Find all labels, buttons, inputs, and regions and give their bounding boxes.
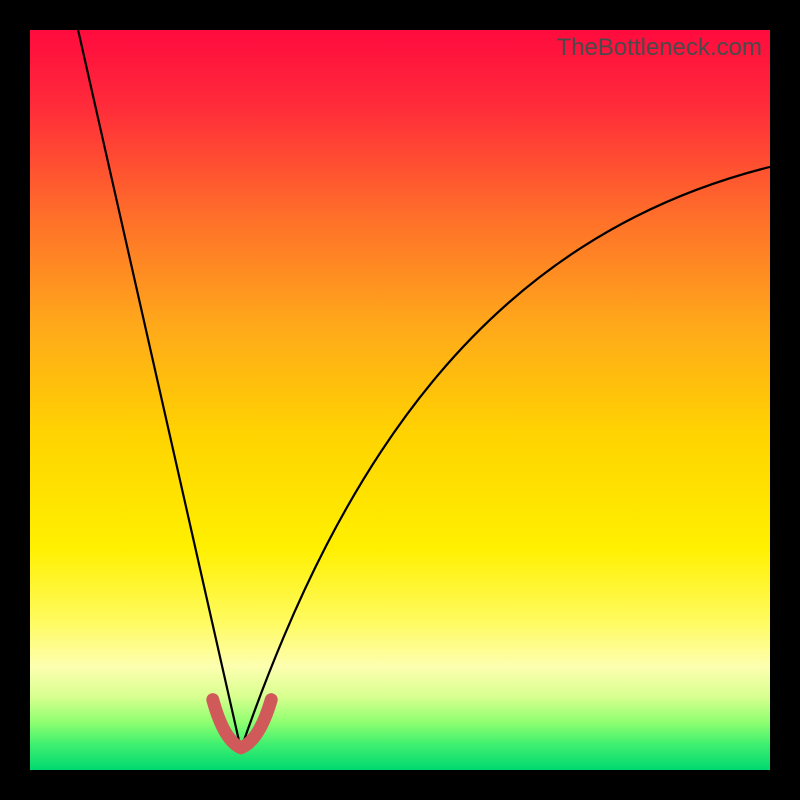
chart-overlay-svg xyxy=(30,30,770,770)
watermark-text: TheBottleneck.com xyxy=(557,34,762,62)
plot-area xyxy=(30,30,770,770)
bottleneck-curve xyxy=(78,30,770,749)
chart-frame: TheBottleneck.com xyxy=(0,0,800,800)
minimum-highlight-u xyxy=(213,700,271,748)
